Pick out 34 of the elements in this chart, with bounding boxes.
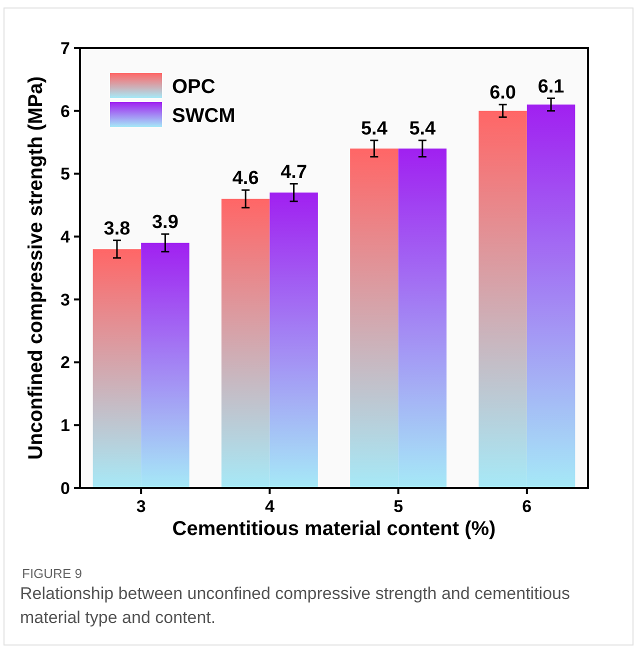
y-tick-label: 1 — [60, 416, 70, 436]
text: Relationship between unconfined compressive strength and cementitious material type and content. — [20, 583, 571, 629]
bar — [398, 148, 447, 488]
y-tick-label: 0 — [60, 478, 70, 498]
data-label: 6.0 — [490, 82, 516, 104]
y-tick-label: 2 — [60, 353, 70, 372]
data-label: 3.9 — [152, 212, 178, 234]
x-tick-label: 5 — [394, 497, 404, 516]
x-axis-title: Cementitious material content (%) — [172, 518, 496, 540]
x-tick-label: 6 — [522, 497, 532, 516]
bar — [221, 198, 270, 488]
legend-label: OPC — [172, 76, 216, 98]
data-label: 5.4 — [409, 118, 436, 140]
y-tick-label: 5 — [60, 164, 70, 184]
x-tick-label: 3 — [136, 497, 146, 516]
y-tick-label: 6 — [60, 102, 70, 121]
data-label: 6.1 — [538, 76, 565, 98]
y-axis-title: Unconfined compressive strength (MPa) — [25, 76, 47, 460]
data-label: 4.7 — [280, 162, 308, 183]
bar — [141, 242, 190, 488]
y-tick-label: 4 — [60, 228, 71, 247]
data-label: 3.8 — [104, 218, 130, 240]
legend-label: SWCM — [172, 105, 236, 127]
data-label: 5.4 — [360, 118, 388, 140]
bar — [270, 192, 318, 488]
bar — [478, 110, 527, 488]
bar — [350, 148, 398, 488]
caption: FIGURE 9 — [22, 566, 82, 581]
y-tick-label: 3 — [60, 290, 70, 310]
y-tick-label: 7 — [60, 38, 70, 58]
bar — [526, 104, 576, 488]
data-label: 4.6 — [232, 168, 259, 190]
bar — [92, 249, 142, 488]
x-tick-label: 4 — [264, 497, 275, 516]
